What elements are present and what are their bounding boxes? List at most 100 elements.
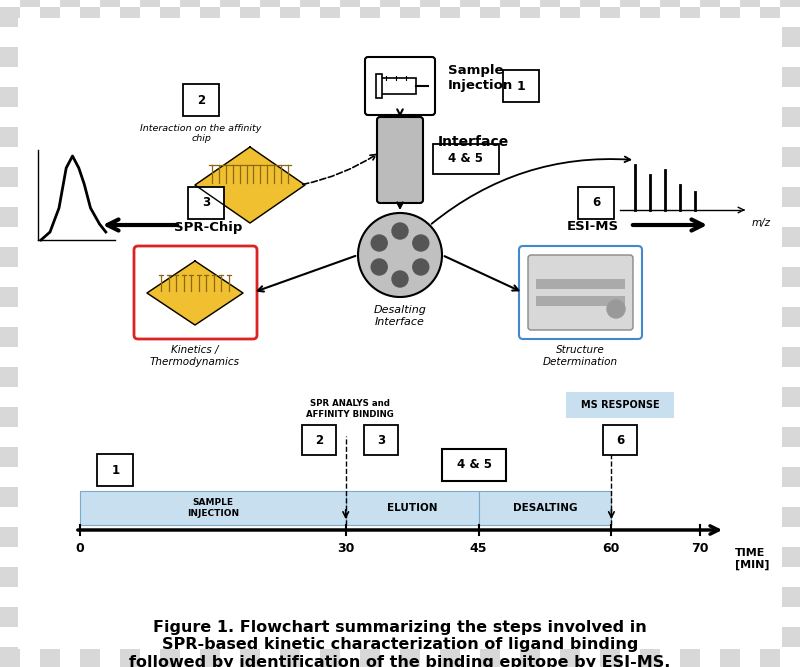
Bar [280,187,300,207]
Bar [740,427,760,447]
Text: Figure 1. Flowchart summarizing the steps involved in
SPR-based kinetic characte: Figure 1. Flowchart summarizing the step… [130,620,670,667]
Bar [400,0,420,7]
Bar [240,227,260,247]
Bar [700,267,720,287]
Bar [520,287,540,307]
Bar [480,87,500,107]
Bar [60,587,80,607]
Bar [40,107,60,127]
Bar [720,367,740,387]
Bar [340,367,360,387]
Bar [100,567,120,587]
Bar [400,447,420,467]
Bar [40,607,60,627]
Bar [300,607,320,627]
Bar [640,307,660,327]
Bar [320,267,340,287]
Bar [60,0,80,7]
Bar [440,627,460,647]
Bar [440,507,460,527]
Bar [180,467,200,487]
Bar [280,427,300,447]
Bar [500,627,520,647]
Bar [160,307,180,327]
Bar [160,207,180,227]
Bar [0,607,20,627]
Bar [240,0,260,7]
Bar [280,327,300,347]
Bar [400,587,420,607]
Bar [420,107,440,127]
Bar [480,427,500,447]
Bar [240,467,260,487]
Bar [580,187,600,207]
Bar [600,307,620,327]
Bar [220,67,240,87]
Bar [640,327,660,347]
Bar [120,447,140,467]
Bar [400,227,420,247]
Bar [660,587,680,607]
Bar [420,467,440,487]
Bar [20,147,40,167]
Bar [780,587,800,607]
Bar [520,227,540,247]
Bar [740,107,760,127]
Bar [0,507,20,527]
Bar [360,367,380,387]
Bar [320,227,340,247]
Bar [60,47,80,67]
Bar [340,427,360,447]
Bar [780,487,800,507]
Bar [400,67,420,87]
Bar [180,547,200,567]
Bar [260,327,280,347]
Bar [20,287,40,307]
Bar [260,47,280,67]
Bar [440,307,460,327]
Bar [600,207,620,227]
Bar [320,387,340,407]
Bar [780,227,800,247]
Bar [200,187,220,207]
Bar [560,27,580,47]
Bar [0,327,20,347]
Bar [680,247,700,267]
Bar [620,147,640,167]
Bar [560,227,580,247]
Bar [780,307,800,327]
Bar [780,27,800,47]
Bar [140,7,160,27]
Bar [140,327,160,347]
Bar [240,7,260,27]
Bar [60,407,80,427]
Bar [280,0,300,7]
Bar [460,627,480,647]
Bar [160,107,180,127]
Bar [80,407,100,427]
Bar [380,367,400,387]
Bar [600,587,620,607]
Bar [360,307,380,327]
Bar [320,607,340,627]
Bar [0,567,20,587]
Bar [160,247,180,267]
Bar [780,0,800,7]
Bar [680,487,700,507]
Bar [100,167,120,187]
Bar [500,167,520,187]
Bar [20,467,40,487]
Bar [300,207,320,227]
Bar [280,407,300,427]
FancyBboxPatch shape [377,117,423,203]
Bar [480,467,500,487]
Bar [120,467,140,487]
Bar [500,647,520,667]
Bar [600,547,620,567]
Bar [380,307,400,327]
Bar [660,187,680,207]
Bar [300,27,320,47]
Bar [760,387,780,407]
Bar [440,67,460,87]
Bar [680,587,700,607]
